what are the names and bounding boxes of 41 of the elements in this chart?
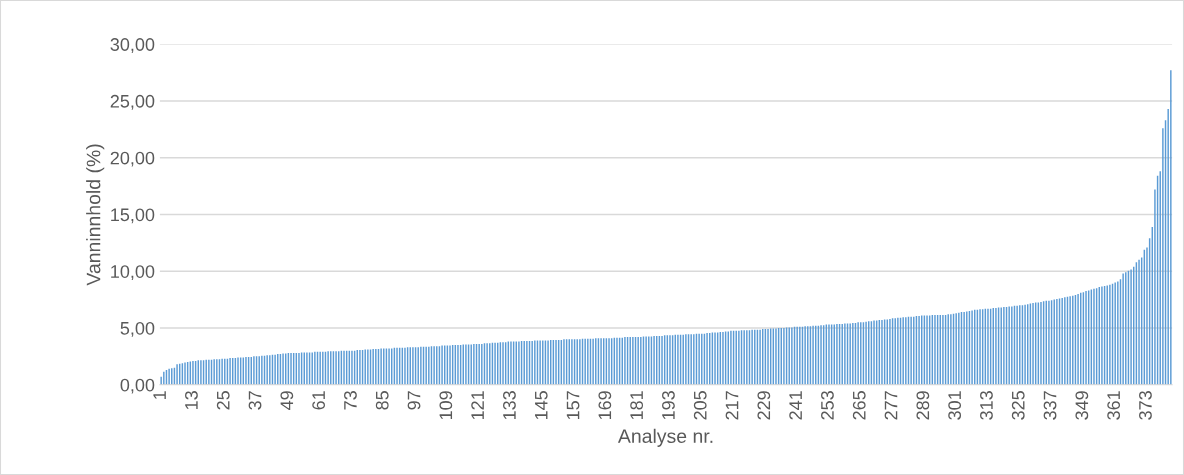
x-tick-label: 325 [1011,391,1025,420]
x-tick-label: 37 [248,391,262,410]
x-tick-label: 253 [821,391,834,420]
x-tick-label: 181 [630,391,644,420]
y-tick-label: 0,00 [120,378,155,394]
x-tick-label: 265 [852,391,866,420]
x-tick-label: 133 [503,391,516,420]
x-tick-label: 205 [693,391,707,420]
x-tick-label: 157 [566,391,580,420]
x-tick-label: 49 [280,391,294,410]
x-tick-label: 145 [535,391,548,420]
y-tick-label: 20,00 [110,151,155,167]
x-tick-label: 301 [948,391,962,420]
x-tick-label: 289 [916,391,930,420]
x-tick-label: 1 [153,391,166,399]
y-tick-label: 5,00 [120,321,155,337]
x-tick-label: 193 [662,391,675,420]
x-tick-label: 109 [439,391,453,420]
x-tick-label: 277 [884,391,898,420]
y-tick-label: 10,00 [111,265,155,281]
y-tick-label: 30,00 [110,38,155,54]
x-tick-label: 61 [312,391,326,410]
x-axis-title: Analyse nr. [617,428,713,447]
y-tick-label: 25,00 [110,94,155,110]
x-tick-label: 349 [1075,391,1089,420]
x-tick-label: 13 [185,391,198,410]
x-tick-label: 373 [1139,391,1152,420]
x-tick-label: 361 [1107,391,1121,420]
x-tick-label: 97 [407,391,421,410]
x-tick-label: 25 [216,391,230,410]
x-tick-label: 241 [789,391,802,420]
x-tick-label: 337 [1043,391,1057,420]
x-tick-label: 121 [471,391,484,420]
y-axis-title: Vanninnhold (%) [86,144,105,286]
x-tick-label: 217 [725,391,739,420]
x-tick-label: 169 [598,391,612,420]
y-tick-label: 15,00 [111,208,155,224]
x-tick-label: 85 [375,391,389,410]
x-tick-label: 73 [344,391,357,410]
x-tick-label: 229 [757,391,771,420]
x-tick-label: 313 [980,391,993,420]
